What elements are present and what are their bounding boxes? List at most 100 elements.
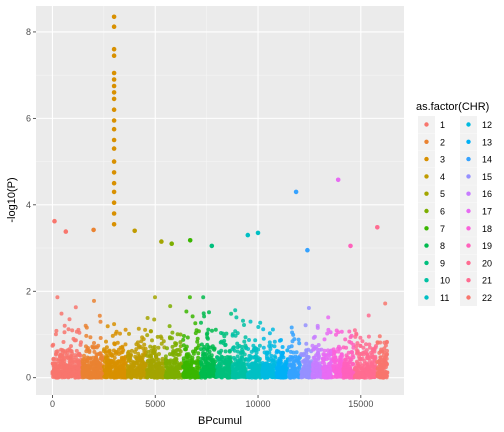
data-point — [304, 348, 309, 353]
legend-label: 19 — [482, 241, 492, 251]
data-point — [206, 327, 211, 332]
data-point — [242, 339, 247, 344]
data-point — [255, 230, 261, 236]
data-point — [177, 347, 182, 352]
data-point — [384, 356, 389, 361]
data-point — [111, 14, 117, 20]
data-point — [242, 323, 246, 327]
data-point — [63, 350, 68, 355]
data-point — [370, 368, 375, 373]
data-point — [213, 327, 218, 332]
legend-label: 21 — [482, 276, 492, 286]
data-point — [256, 325, 261, 329]
data-point — [270, 368, 275, 373]
data-point — [104, 362, 109, 367]
data-point — [196, 351, 201, 356]
data-point — [201, 362, 206, 367]
data-point — [111, 24, 117, 30]
data-point — [118, 364, 123, 369]
data-point — [163, 354, 168, 359]
data-point — [92, 341, 96, 345]
legend-key-dot — [424, 278, 429, 283]
legend-label: 10 — [440, 276, 450, 286]
data-point — [161, 339, 166, 344]
data-point — [118, 370, 123, 375]
data-point — [333, 369, 338, 374]
data-point — [111, 83, 117, 89]
legend-key-dot — [424, 122, 429, 127]
data-point — [305, 247, 310, 253]
data-point — [289, 325, 294, 330]
data-point — [233, 362, 238, 367]
data-point — [353, 367, 357, 372]
data-point — [303, 371, 308, 376]
data-point — [359, 366, 364, 371]
data-point — [275, 374, 280, 379]
data-point — [187, 238, 193, 243]
data-point — [233, 329, 238, 334]
data-point — [121, 359, 126, 364]
data-point — [277, 338, 282, 343]
data-point — [326, 315, 331, 320]
data-point — [140, 358, 145, 363]
data-point — [163, 361, 168, 366]
data-point — [199, 347, 203, 352]
legend-key-dot — [466, 122, 471, 127]
y-tick-label: 8 — [26, 27, 31, 37]
data-point — [350, 361, 355, 366]
data-point — [173, 349, 178, 353]
data-point — [270, 327, 275, 332]
data-point — [112, 342, 117, 347]
data-point — [375, 340, 380, 345]
data-point — [102, 359, 107, 364]
data-point — [125, 354, 130, 359]
series-6 — [163, 304, 184, 380]
data-point — [268, 371, 273, 376]
data-point — [111, 137, 117, 143]
data-point — [62, 330, 67, 335]
data-point — [148, 363, 153, 368]
data-point — [207, 349, 212, 354]
data-point — [326, 372, 331, 377]
data-point — [196, 329, 201, 334]
legend-item-10: 10 — [418, 271, 450, 289]
data-point — [181, 373, 186, 378]
data-point — [149, 348, 154, 353]
data-point — [123, 327, 128, 332]
data-point — [224, 366, 229, 371]
data-point — [233, 308, 238, 313]
data-point — [92, 298, 96, 303]
legend-item-6: 6 — [418, 202, 445, 220]
legend-key-dot — [424, 243, 429, 248]
data-point — [152, 317, 157, 322]
data-point — [82, 357, 87, 362]
data-point — [206, 356, 211, 361]
data-point — [360, 339, 365, 344]
data-point — [113, 349, 118, 354]
data-point — [170, 344, 175, 349]
data-point — [63, 371, 68, 376]
data-point — [157, 368, 161, 373]
legend-key-dot — [424, 226, 429, 231]
data-point — [133, 374, 137, 379]
data-point — [50, 343, 55, 348]
data-point — [334, 328, 339, 333]
legend-item-8: 8 — [418, 237, 445, 255]
data-point — [291, 332, 296, 337]
data-point — [175, 373, 180, 378]
data-point — [170, 336, 174, 341]
data-point — [311, 355, 316, 360]
data-point — [60, 358, 65, 363]
data-point — [253, 338, 258, 343]
legend-label: 8 — [440, 241, 445, 251]
legend-label: 3 — [440, 155, 445, 165]
data-point — [97, 313, 102, 318]
data-point — [115, 340, 120, 345]
data-point — [283, 368, 288, 373]
data-point — [281, 372, 286, 377]
data-point — [201, 311, 206, 316]
data-point — [68, 359, 73, 364]
data-point — [293, 189, 299, 195]
data-point — [290, 370, 295, 375]
data-point — [312, 334, 317, 339]
